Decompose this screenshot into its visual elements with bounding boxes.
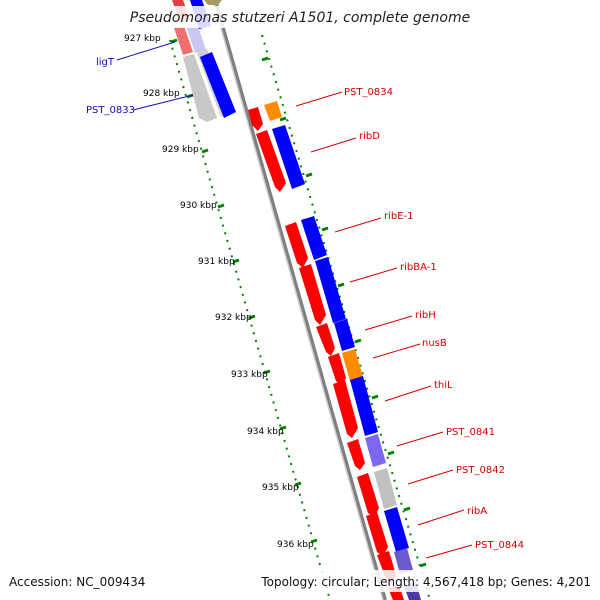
leader-line	[417, 509, 465, 526]
tick-mark	[294, 481, 302, 487]
genome-backbone	[213, 0, 387, 600]
outer-dotted-ring	[261, 34, 431, 600]
gene-label-ribD[interactable]: ribD	[359, 131, 380, 142]
gene-feature-ribH[interactable]	[316, 323, 335, 356]
leader-line	[364, 315, 413, 331]
cds-feature-ribH[interactable]	[334, 319, 355, 351]
label-leader-lines	[116, 41, 473, 559]
gene-feature-ribBA-1[interactable]	[299, 264, 326, 325]
cds-feature-ribE-1[interactable]	[301, 216, 327, 260]
gene-label-ligT[interactable]: ligT	[96, 57, 115, 68]
gene-feature-ribE-1[interactable]	[285, 222, 308, 268]
top-edge-feature	[204, 0, 222, 5]
outer-tick-mark	[354, 338, 362, 344]
tick-label: 930 kbp	[180, 201, 217, 211]
cds-feature-ribBA-1[interactable]	[315, 257, 346, 323]
cds-feature-PST_0834[interactable]	[264, 101, 282, 121]
tick-mark	[263, 369, 271, 375]
gene-feature-ligT[interactable]	[174, 26, 193, 55]
tick-label: 935 kbp	[262, 483, 299, 493]
inner-dotted-ring	[169, 39, 331, 600]
cds-feature-ribD[interactable]	[272, 125, 305, 189]
cds-feature-thiL[interactable]	[350, 376, 378, 436]
tick-label: 934 kbp	[247, 427, 284, 437]
gene-label-thiL[interactable]: thiL	[434, 380, 453, 391]
leader-line	[295, 91, 343, 107]
gene-label-PST_0844[interactable]: PST_0844	[475, 540, 524, 551]
gene-label-PST_0834[interactable]: PST_0834	[344, 87, 393, 98]
gene-feature-PST_0842[interactable]	[357, 473, 379, 517]
leader-line	[372, 343, 421, 359]
footer-background	[0, 570, 600, 592]
leader-line	[384, 385, 432, 402]
outer-tick-mark	[419, 562, 427, 568]
outer-tick-mark	[403, 506, 411, 512]
gene-feature-thiL[interactable]	[333, 380, 358, 438]
gene-feature-PST_0834[interactable]	[248, 107, 263, 131]
tick-mark	[170, 38, 178, 44]
cds-feature-ligT[interactable]	[186, 23, 206, 53]
tick-label: 931 kbp	[198, 257, 235, 267]
gene-feature-ribA[interactable]	[366, 512, 388, 556]
tick-label: 929 kbp	[162, 145, 199, 155]
gene-label-PST_0833[interactable]: PST_0833	[86, 105, 135, 116]
tick-label: 936 kbp	[277, 540, 314, 550]
genome-summary-text: Topology: circular; Length: 4,567,418 bp…	[260, 575, 591, 589]
outer-tick-mark	[305, 172, 313, 178]
tick-mark	[201, 148, 209, 154]
gene-label-ribA[interactable]: ribA	[467, 506, 487, 517]
leader-line	[132, 94, 194, 111]
gene-label-ribE-1[interactable]: ribE-1	[384, 211, 414, 222]
accession-text: Accession: NC_009434	[9, 575, 145, 589]
tick-mark	[248, 314, 256, 320]
cds-feature-nusB[interactable]	[342, 349, 363, 381]
leader-line	[425, 544, 473, 559]
cds-feature-PST_0841[interactable]	[365, 434, 386, 467]
gene-label-PST_0841[interactable]: PST_0841	[446, 427, 495, 438]
tick-mark	[310, 538, 318, 544]
gene-feature-PST_0833[interactable]	[183, 54, 217, 122]
tick-label: 933 kbp	[231, 370, 268, 380]
outer-tick-mark	[279, 116, 287, 122]
gene-feature-ribD[interactable]	[256, 130, 286, 192]
gene-label-ribBA-1[interactable]: ribBA-1	[400, 262, 437, 273]
title-background	[128, 6, 472, 28]
leader-line	[310, 137, 357, 153]
gene-feature-nusB[interactable]	[328, 353, 346, 385]
tick-mark	[232, 258, 240, 264]
outer-tick-mark	[337, 282, 345, 288]
gene-label-ribH[interactable]: ribH	[415, 310, 436, 321]
tick-mark	[279, 425, 287, 431]
tick-marks	[170, 38, 427, 568]
forward-strand-features	[248, 101, 421, 600]
gene-label-PST_0842[interactable]: PST_0842	[456, 465, 505, 476]
tick-labels: 927 kbp 928 kbp 929 kbp 930 kbp 931 kbp …	[124, 34, 314, 550]
cds-feature-PST_0842[interactable]	[374, 468, 397, 509]
cds-feature-PST_0844[interactable]	[394, 548, 413, 574]
cds-feature-ribA[interactable]	[384, 507, 409, 552]
circular-genome-track[interactable]: 927 kbp 928 kbp 929 kbp 930 kbp 931 kbp …	[86, 0, 524, 600]
leader-line	[116, 41, 176, 61]
leader-line	[334, 217, 382, 233]
outer-tick-mark	[387, 450, 395, 456]
outer-tick-mark	[371, 394, 379, 400]
tick-label: 932 kbp	[215, 313, 252, 323]
leader-line	[349, 267, 398, 283]
tick-mark	[217, 203, 225, 209]
leader-line	[407, 469, 454, 485]
gene-label-nusB[interactable]: nusB	[422, 338, 447, 349]
leader-line	[396, 431, 444, 447]
gene-feature-PST_0841[interactable]	[347, 439, 365, 470]
outer-tick-mark	[261, 56, 269, 62]
gene-labels: ligT PST_0833 PST_0834 ribD ribE-1 ribBA…	[86, 57, 524, 551]
tick-label: 928 kbp	[143, 89, 180, 99]
genome-backbone-highlight	[212, 0, 384, 600]
map-title: Pseudomonas stutzeri A1501, complete gen…	[130, 10, 470, 26]
cds-feature-0833-blue[interactable]	[200, 52, 236, 118]
tick-label: 927 kbp	[124, 34, 161, 44]
outer-tick-mark	[321, 226, 329, 232]
